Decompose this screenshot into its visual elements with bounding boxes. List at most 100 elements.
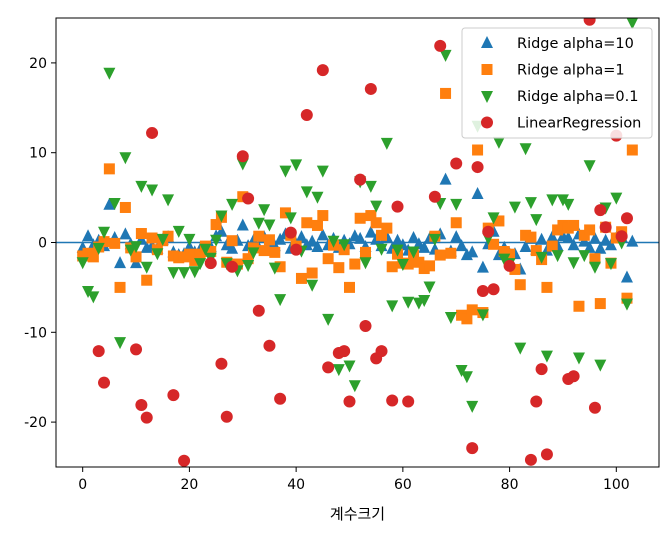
data-point <box>450 198 463 211</box>
data-point <box>471 187 484 200</box>
data-point <box>311 219 323 231</box>
data-point <box>349 258 361 270</box>
data-point <box>519 239 532 252</box>
data-point <box>301 217 313 229</box>
data-point <box>274 294 287 307</box>
data-point <box>322 361 335 374</box>
legend-entry: Ridge alpha=10 <box>481 36 634 52</box>
data-point <box>461 313 473 325</box>
data-point <box>311 191 324 204</box>
data-point <box>236 150 249 163</box>
data-point <box>386 261 398 273</box>
data-point <box>172 225 185 238</box>
data-point <box>573 300 585 312</box>
data-point <box>487 212 500 225</box>
data-point <box>391 200 404 213</box>
data-point <box>396 259 409 272</box>
data-point <box>135 180 148 193</box>
x-tick-label: 0 <box>78 477 87 493</box>
data-point <box>540 350 553 363</box>
data-point <box>167 267 180 280</box>
data-point <box>343 281 355 293</box>
data-point <box>466 442 479 455</box>
data-point <box>263 339 276 352</box>
data-point <box>386 394 399 407</box>
data-point <box>135 228 147 240</box>
data-point <box>440 87 452 99</box>
data-point <box>455 365 468 378</box>
data-point <box>290 243 303 256</box>
x-tick-label: 60 <box>394 477 412 493</box>
data-point <box>498 253 511 266</box>
data-point <box>434 249 446 261</box>
data-point <box>146 232 158 244</box>
data-point <box>178 267 191 280</box>
series-group <box>92 18 633 467</box>
data-point <box>482 225 495 238</box>
y-tick-label: 0 <box>38 236 47 252</box>
data-point <box>540 448 553 461</box>
series-group <box>76 18 639 413</box>
data-point <box>551 250 564 263</box>
data-point <box>130 251 142 263</box>
data-point <box>466 304 478 316</box>
data-point <box>210 234 223 247</box>
data-point <box>588 231 601 244</box>
plot-area <box>56 18 659 467</box>
data-point <box>594 298 606 310</box>
data-point <box>103 163 115 175</box>
data-point <box>508 201 521 214</box>
data-point <box>620 212 633 225</box>
data-point <box>610 192 623 205</box>
data-point <box>407 246 420 259</box>
data-point <box>472 144 484 156</box>
data-point <box>365 210 377 222</box>
data-point <box>402 395 415 408</box>
data-point <box>381 222 393 234</box>
data-point <box>92 345 105 358</box>
data-point <box>360 246 372 258</box>
data-point <box>236 218 249 231</box>
data-point <box>525 231 537 243</box>
data-point <box>391 233 404 246</box>
data-point <box>130 241 143 254</box>
x-tick-label: 20 <box>180 477 198 493</box>
legend-label: LinearRegression <box>517 116 641 132</box>
data-point <box>588 261 601 274</box>
data-point <box>444 312 457 325</box>
data-point <box>450 217 462 229</box>
data-point <box>98 376 111 389</box>
data-point <box>455 239 468 252</box>
data-point <box>194 248 206 260</box>
data-point <box>268 262 281 275</box>
data-point <box>535 251 548 264</box>
data-point <box>562 231 575 244</box>
data-point <box>524 453 537 466</box>
data-point <box>140 411 153 424</box>
data-point <box>364 82 377 95</box>
data-point <box>87 251 99 263</box>
data-point <box>364 225 377 238</box>
data-point <box>424 260 436 272</box>
data-point <box>258 204 271 217</box>
data-point <box>375 243 388 256</box>
data-point <box>269 246 281 258</box>
data-point <box>215 210 228 223</box>
data-point <box>167 389 180 402</box>
data-point <box>284 226 297 239</box>
data-point <box>146 184 159 197</box>
data-point <box>487 283 500 296</box>
data-point <box>615 230 628 243</box>
data-point <box>509 263 521 275</box>
data-point <box>466 245 479 258</box>
data-point <box>391 244 404 257</box>
data-point <box>503 259 516 272</box>
data-point <box>189 254 201 266</box>
data-point <box>247 247 260 260</box>
data-point <box>626 18 639 30</box>
data-point <box>114 256 127 269</box>
data-point <box>82 229 95 242</box>
data-point <box>519 143 532 156</box>
data-point <box>370 200 383 213</box>
data-point <box>338 345 351 358</box>
